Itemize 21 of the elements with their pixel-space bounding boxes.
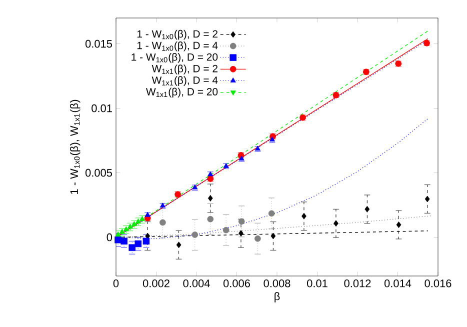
x-tick-label: 0.006 <box>223 280 250 288</box>
legend-label: 1 - W$_{1x0}$(β), D = 2 <box>137 30 218 40</box>
legend-label: W$_{1x1}$(β), D = 2 <box>152 64 218 74</box>
legend-label: W$_{1x1}$(β), D = 20 <box>146 88 218 98</box>
y-tick-label: 0 <box>106 233 112 242</box>
x-tick-label: 0.012 <box>344 280 371 288</box>
x-tick-label: 0.014 <box>384 280 412 288</box>
x-tick-label: 0.016 <box>424 280 452 288</box>
x-tick-label: 0.008 <box>264 280 290 288</box>
y-tick-label: 0.015 <box>85 40 112 48</box>
x-axis-title: β <box>274 292 280 302</box>
y-tick-label: 0.01 <box>92 104 112 112</box>
x-tick-label: 0 <box>113 280 119 288</box>
legend-label: 1 - W$_{1x0}$(β), D = 4 <box>137 41 218 52</box>
legend-label: 1 - W$_{1x0}$(β), D = 20 <box>132 53 218 63</box>
y-axis-title: 1 - W$_{1x0}$(β), W$_{1x1}$(β) <box>70 100 80 194</box>
x-tick-label: 0.004 <box>183 280 210 288</box>
x-tick-label: 0.01 <box>307 280 328 288</box>
legend-label: W$_{1x1}$(β), D = 4 <box>152 76 218 86</box>
y-tick-label: 0.005 <box>85 168 112 177</box>
x-tick-label: 0.002 <box>142 280 170 288</box>
